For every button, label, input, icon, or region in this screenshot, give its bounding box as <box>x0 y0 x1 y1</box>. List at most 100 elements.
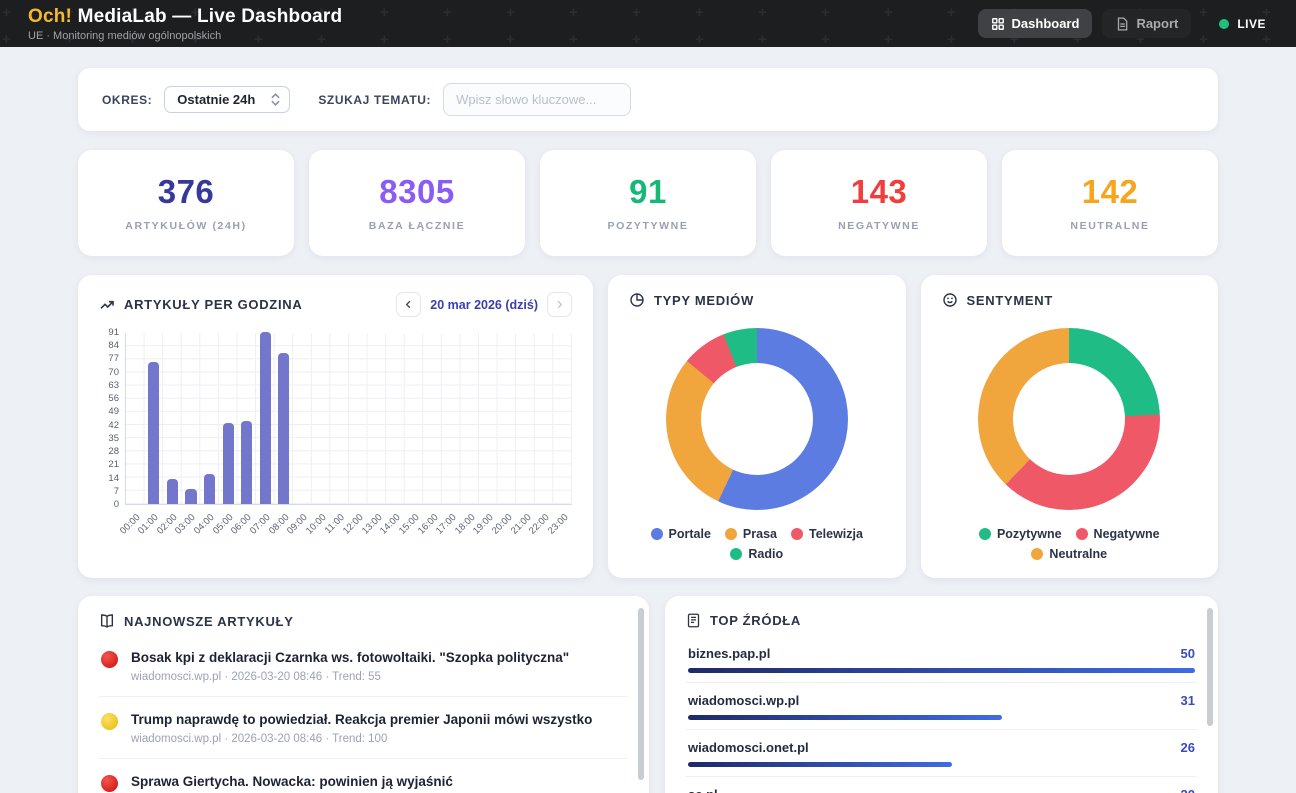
legend-dot-icon <box>730 548 743 560</box>
source-bar <box>688 668 1195 673</box>
dashboard-tab-label: Dashboard <box>1011 16 1080 31</box>
source-name: biznes.pap.pl <box>688 646 771 661</box>
source-bar <box>688 715 1003 720</box>
legend-item-negatywne[interactable]: Negatywne <box>1075 527 1160 541</box>
sentiment-dot-icon <box>101 713 118 731</box>
bar-04:00[interactable] <box>204 474 216 504</box>
latest-articles-title: NAJNOWSZE ARTYKUŁY <box>99 613 628 629</box>
bar-01:00[interactable] <box>148 362 160 504</box>
article-row[interactable]: Bosak kpi z deklaracji Czarnka ws. fotow… <box>99 635 628 698</box>
search-input[interactable] <box>443 83 632 116</box>
top-sources-panel: TOP ŹRÓDŁA biznes.pap.pl 50 wiadomosci.wp.… <box>665 596 1218 793</box>
bar-cell-19:00 <box>479 333 498 504</box>
bar-cell-05:00 <box>219 333 238 504</box>
next-day-button[interactable] <box>547 292 572 317</box>
prev-day-button[interactable] <box>396 292 422 317</box>
pie-chart-icon <box>630 293 644 307</box>
stat-label: ARTYKUŁÓW (24H) <box>125 220 247 232</box>
source-row[interactable]: wiadomosci.wp.pl 31 <box>686 683 1197 730</box>
raport-tab-label: Raport <box>1136 16 1179 31</box>
open-book-icon <box>100 614 114 628</box>
legend-dot-icon <box>650 528 663 540</box>
article-row[interactable]: Sprawa Giertycha. Nowacka: powinien ją w… <box>99 759 628 793</box>
bar-07:00[interactable] <box>259 332 271 504</box>
bar-cell-16:00 <box>423 333 442 504</box>
legend-item-telewizja[interactable]: Telewizja <box>790 527 863 541</box>
app-title-rest: MediaLab — Live Dashboard <box>72 5 343 27</box>
legend-item-prasa[interactable]: Prasa <box>724 527 777 541</box>
bar-cell-22:00 <box>535 333 554 504</box>
article-title: Bosak kpi z deklaracji Czarnka ws. fotow… <box>131 650 570 665</box>
legend-item-portale[interactable]: Portale <box>650 527 711 541</box>
bar-03:00[interactable] <box>185 489 197 504</box>
hourly-y-axis: 0 7 14 21 28 35 42 49 56 63 70 77 84 91 <box>108 327 119 510</box>
legend-label: Pozytywne <box>996 527 1062 541</box>
media-types-legend: Portale Prasa Telewizja Radio <box>629 527 885 561</box>
hourly-chart-card: ARTYKUŁY PER GODZINA 20 mar 2026 (dziś) … <box>78 275 593 578</box>
bar-cell-06:00 <box>237 333 256 504</box>
chevron-right-icon <box>557 300 563 309</box>
legend-dot-icon <box>1075 528 1088 540</box>
legend-item-neutralne[interactable]: Neutralne <box>1031 547 1107 561</box>
source-row[interactable]: se.pl 20 <box>686 777 1197 793</box>
source-name: wiadomosci.wp.pl <box>688 693 800 708</box>
grid-icon <box>991 17 1004 30</box>
bar-cell-04:00 <box>200 333 219 504</box>
top-sources-title-text: TOP ŹRÓDŁA <box>710 613 802 628</box>
stat-card-1: 8305 BAZA ŁĄCZNIE <box>309 150 525 256</box>
hourly-bar-chart: 0 7 14 21 28 35 42 49 56 63 70 77 84 91 <box>99 327 572 510</box>
latest-articles-title-text: NAJNOWSZE ARTYKUŁY <box>124 613 294 629</box>
dashboard-tab-button[interactable]: Dashboard <box>977 9 1093 38</box>
stats-row: 376 ARTYKUŁÓW (24H) 8305 BAZA ŁĄCZNIE 91 POZY… <box>78 150 1218 256</box>
legend-dot-icon <box>724 528 737 540</box>
stat-value: 142 <box>1081 173 1139 210</box>
source-count: 20 <box>1181 787 1195 793</box>
legend-item-radio[interactable]: Radio <box>730 547 783 561</box>
bar-02:00[interactable] <box>166 479 179 504</box>
bar-cell-18:00 <box>460 333 479 504</box>
source-bar <box>688 762 952 767</box>
stat-value: 91 <box>629 173 667 210</box>
period-select[interactable]: Ostatnie 24h <box>164 86 291 113</box>
live-dot-icon <box>1219 18 1230 29</box>
stat-label: POZYTYWNE <box>607 220 689 232</box>
bar-06:00[interactable] <box>241 421 253 504</box>
app-header: ++++++++++++++++++++++++++++++++++++++++… <box>0 0 1296 47</box>
source-row[interactable]: biznes.pap.pl 50 <box>686 636 1197 683</box>
header-nav: Dashboard Raport LIVE <box>977 9 1266 38</box>
bar-05:00[interactable] <box>222 423 234 504</box>
bar-cell-10:00 <box>312 333 331 504</box>
app-title-highlight: Och! <box>28 5 73 27</box>
bar-cell-03:00 <box>182 333 201 504</box>
stat-card-4: 142 NEUTRALNE <box>1002 150 1218 256</box>
source-row[interactable]: wiadomosci.onet.pl 26 <box>686 730 1197 777</box>
select-updown-icon <box>271 93 280 106</box>
article-row[interactable]: Trump naprawdę to powiedział. Reakcja pr… <box>99 697 628 760</box>
articles-list: Bosak kpi z deklaracji Czarnka ws. fotow… <box>99 635 628 793</box>
bar-cell-21:00 <box>516 333 535 504</box>
bar-cell-14:00 <box>386 333 405 504</box>
source-count: 31 <box>1180 693 1195 708</box>
bar-08:00[interactable] <box>278 353 290 504</box>
stat-value: 376 <box>157 173 215 210</box>
bar-cell-01:00 <box>145 333 164 504</box>
period-label: OKRES: <box>102 92 153 107</box>
hourly-chart-title: ARTYKUŁY PER GODZINA <box>99 297 302 313</box>
search-label: SZUKAJ TEMATU: <box>318 92 432 107</box>
legend-label: Prasa <box>742 527 777 541</box>
raport-tab-button[interactable]: Raport <box>1102 9 1192 38</box>
media-types-title-text: TYPY MEDIÓW <box>654 292 754 308</box>
source-count: 26 <box>1180 740 1195 755</box>
articles-scrollbar[interactable] <box>638 608 644 780</box>
source-top: wiadomosci.onet.pl 26 <box>688 740 1195 755</box>
hourly-plot-area <box>125 332 572 505</box>
sources-scrollbar[interactable] <box>1207 608 1213 726</box>
legend-item-pozytywne[interactable]: Pozytywne <box>978 527 1062 541</box>
bar-cell-13:00 <box>368 333 387 504</box>
legend-label: Telewizja <box>808 527 863 541</box>
article-body: Bosak kpi z deklaracji Czarnka ws. fotow… <box>131 649 569 683</box>
stat-value: 143 <box>850 173 908 210</box>
article-body: Trump naprawdę to powiedział. Reakcja pr… <box>131 711 592 745</box>
brand: Och! MediaLab — Live Dashboard UE · Moni… <box>28 6 342 42</box>
live-indicator: LIVE <box>1219 17 1266 31</box>
